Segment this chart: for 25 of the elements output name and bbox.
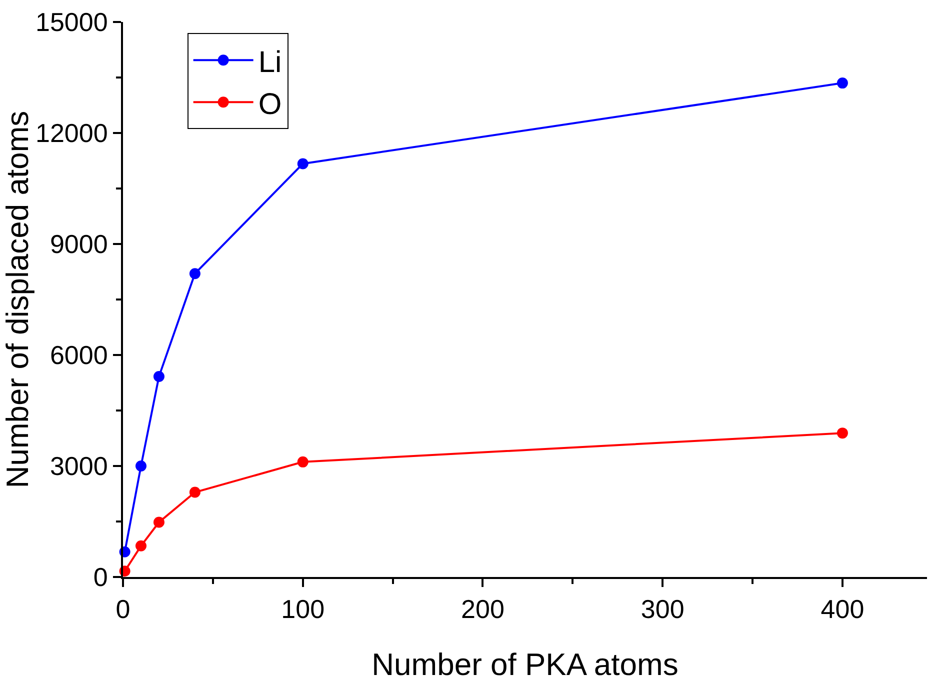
y-axis-title: Number of displaced atoms — [0, 110, 35, 488]
x-tick-label: 100 — [281, 594, 325, 624]
point — [297, 456, 308, 468]
x-tick-label: 400 — [820, 594, 864, 624]
y-tick-label: 12000 — [35, 118, 108, 148]
y-tick-label: 6000 — [50, 340, 108, 370]
x-axis-title: Number of PKA atoms — [372, 646, 678, 682]
legend-label: Li — [258, 46, 282, 79]
x-tick-label: 200 — [461, 594, 504, 624]
point — [135, 460, 146, 472]
x-tick-label: 300 — [640, 594, 684, 624]
point — [836, 78, 848, 89]
x-tick-label: 0 — [116, 594, 130, 624]
y-tick-label: 15000 — [35, 7, 108, 38]
y-tick-label: 0 — [93, 562, 108, 592]
legend-label: O — [258, 88, 282, 121]
point — [135, 540, 146, 552]
point — [297, 158, 308, 170]
point — [189, 268, 200, 280]
point — [153, 370, 164, 382]
point — [836, 428, 848, 439]
point — [189, 486, 200, 498]
point — [153, 516, 164, 528]
y-tick-label: 3000 — [50, 451, 108, 482]
y-tick-label: 9000 — [50, 229, 108, 260]
